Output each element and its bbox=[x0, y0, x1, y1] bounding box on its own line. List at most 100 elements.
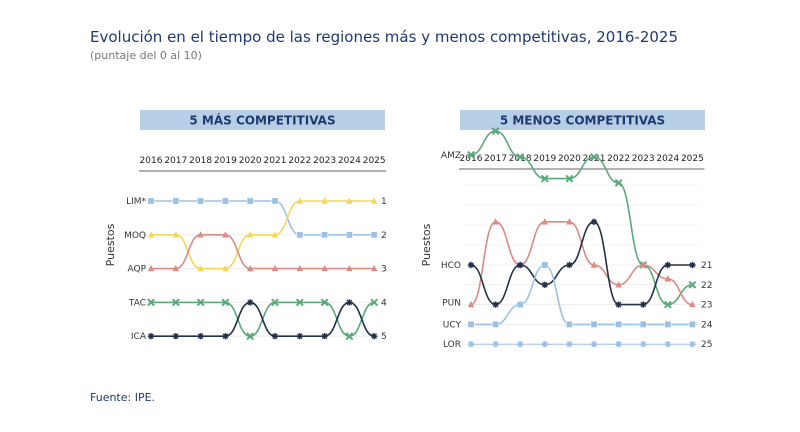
x-tick-label: 2018 bbox=[509, 154, 532, 164]
data-point bbox=[639, 320, 647, 328]
data-point bbox=[172, 231, 179, 238]
data-point bbox=[346, 299, 353, 306]
data-point bbox=[615, 341, 622, 348]
data-point bbox=[221, 298, 230, 307]
y-tick-label: 4 bbox=[381, 298, 387, 308]
data-point bbox=[467, 320, 475, 328]
data-point bbox=[664, 275, 671, 282]
data-point bbox=[370, 298, 379, 307]
data-point bbox=[222, 333, 229, 340]
panel-title: 5 MENOS COMPETITIVAS bbox=[500, 114, 665, 128]
data-point bbox=[640, 341, 647, 348]
data-point bbox=[271, 197, 279, 205]
data-point bbox=[492, 301, 499, 308]
data-point bbox=[321, 264, 328, 272]
data-point bbox=[566, 261, 573, 269]
series-lor bbox=[467, 341, 696, 348]
data-point bbox=[296, 264, 303, 272]
region-label: AQP bbox=[127, 265, 146, 275]
data-point bbox=[541, 218, 548, 225]
source-note: Fuente: IPE. bbox=[90, 391, 156, 404]
data-point bbox=[172, 333, 179, 340]
data-point bbox=[321, 333, 328, 340]
data-point bbox=[516, 301, 524, 309]
x-tick-label: 2020 bbox=[558, 154, 581, 164]
data-point bbox=[172, 197, 180, 205]
data-point bbox=[196, 298, 205, 307]
data-point bbox=[688, 280, 697, 289]
data-point bbox=[345, 231, 353, 239]
x-tick-label: 2022 bbox=[607, 154, 630, 164]
data-point bbox=[222, 264, 229, 272]
x-tick-label: 2023 bbox=[632, 154, 655, 164]
data-point bbox=[614, 179, 623, 187]
data-point bbox=[371, 264, 378, 272]
series-line bbox=[470, 220, 693, 306]
x-tick-label: 2025 bbox=[681, 154, 704, 164]
data-point bbox=[246, 197, 254, 205]
data-point bbox=[664, 320, 672, 328]
y-tick-label: 3 bbox=[381, 265, 387, 275]
series-line bbox=[471, 264, 693, 326]
x-tick-label: 2021 bbox=[264, 156, 287, 166]
y-tick-label: 1 bbox=[381, 197, 387, 207]
data-point bbox=[689, 261, 696, 269]
data-point bbox=[247, 299, 254, 306]
y-tick-label: 22 bbox=[701, 281, 712, 291]
x-tick-label: 2023 bbox=[313, 156, 336, 166]
data-point bbox=[197, 231, 204, 238]
data-point bbox=[222, 231, 229, 238]
y-tick-label: 24 bbox=[701, 320, 713, 330]
series-line bbox=[151, 301, 375, 338]
region-label: MOQ bbox=[124, 231, 146, 241]
data-point bbox=[346, 197, 353, 204]
data-point bbox=[517, 341, 524, 348]
data-point bbox=[688, 320, 696, 328]
data-point bbox=[590, 153, 598, 161]
data-point bbox=[516, 153, 525, 161]
data-point bbox=[147, 231, 155, 238]
data-point bbox=[491, 127, 500, 135]
data-point bbox=[321, 231, 329, 239]
data-point bbox=[172, 264, 179, 272]
data-point bbox=[320, 298, 329, 307]
chart-panel-2: 5 MENOS COMPETITIVAS 2016 2017 2018 2019 2020… bbox=[420, 110, 713, 350]
x-tick-label: 2020 bbox=[239, 156, 262, 166]
y-tick-label: 25 bbox=[701, 340, 712, 350]
region-label: PUN bbox=[442, 299, 461, 309]
x-tick-label: 2016 bbox=[140, 156, 163, 166]
series-pun bbox=[467, 218, 696, 308]
data-point bbox=[467, 341, 475, 348]
region-label: AMZ bbox=[441, 151, 461, 161]
series-line bbox=[151, 200, 375, 236]
data-point bbox=[271, 333, 279, 340]
region-label: UCY bbox=[443, 320, 462, 330]
data-point bbox=[492, 341, 499, 348]
y-tick-label: 5 bbox=[381, 332, 387, 342]
data-point bbox=[271, 264, 279, 272]
x-tick-label: 2022 bbox=[288, 156, 311, 166]
x-tick-label: 2018 bbox=[189, 156, 212, 166]
data-point bbox=[295, 298, 304, 307]
data-point bbox=[492, 320, 500, 328]
data-point bbox=[590, 341, 598, 348]
series-ucy bbox=[467, 261, 696, 328]
series-line bbox=[470, 220, 693, 306]
data-point bbox=[197, 264, 204, 272]
chart-title: Evolución en el tiempo de las regiones m… bbox=[90, 28, 679, 46]
region-label: TAC bbox=[128, 298, 146, 308]
data-point bbox=[271, 298, 279, 307]
series-aqp bbox=[147, 231, 378, 272]
data-point bbox=[615, 281, 622, 288]
data-point bbox=[663, 300, 672, 309]
data-point bbox=[147, 333, 155, 340]
data-point bbox=[371, 333, 378, 340]
y-tick-label: 23 bbox=[701, 301, 712, 311]
data-point bbox=[565, 174, 574, 183]
x-tick-label: 2017 bbox=[484, 154, 507, 164]
data-point bbox=[147, 298, 155, 307]
data-point bbox=[566, 218, 573, 225]
x-tick-label: 2017 bbox=[164, 156, 187, 166]
